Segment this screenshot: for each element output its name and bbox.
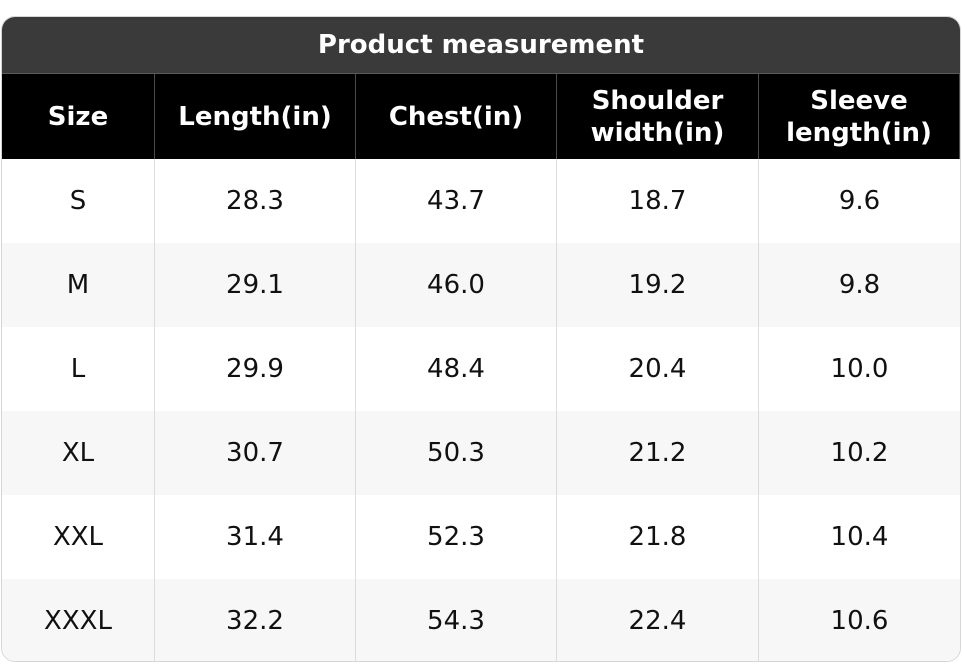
- column-header: Sleeve length(in): [759, 74, 960, 159]
- measurement-cell: 54.3: [356, 579, 557, 661]
- measurement-cell: 28.3: [155, 159, 356, 243]
- size-cell: XXXL: [2, 579, 155, 661]
- column-header: Length(in): [155, 74, 356, 159]
- measurement-cell: 22.4: [557, 579, 759, 661]
- column-header-line: width(in): [590, 117, 725, 148]
- measurement-cell: 19.2: [557, 243, 759, 327]
- measurement-cell: 29.1: [155, 243, 356, 327]
- size-cell: L: [2, 327, 155, 411]
- measurement-cell: 31.4: [155, 495, 356, 579]
- column-header-line: Chest(in): [388, 101, 524, 132]
- column-header-line: length(in): [786, 117, 932, 148]
- measurement-cell: 48.4: [356, 327, 557, 411]
- measurement-cell: 10.6: [759, 579, 960, 661]
- measurement-cell: 21.2: [557, 411, 759, 495]
- measurement-cell: 29.9: [155, 327, 356, 411]
- measurement-cell: 50.3: [356, 411, 557, 495]
- column-header-line: Length(in): [178, 101, 332, 132]
- column-header-line: Sleeve: [810, 85, 908, 116]
- measurement-cell: 46.0: [356, 243, 557, 327]
- column-header: Shoulder width(in): [557, 74, 759, 159]
- measurement-cell: 9.6: [759, 159, 960, 243]
- size-cell: XXL: [2, 495, 155, 579]
- size-cell: XL: [2, 411, 155, 495]
- measurement-table: Product measurement Size Length(in) Chest(…: [1, 16, 961, 662]
- measurement-cell: 30.7: [155, 411, 356, 495]
- measurement-cell: 32.2: [155, 579, 356, 661]
- measurement-cell: 10.0: [759, 327, 960, 411]
- measurement-cell: 10.2: [759, 411, 960, 495]
- measurement-cell: 9.8: [759, 243, 960, 327]
- measurement-cell: 43.7: [356, 159, 557, 243]
- table-grid: Size Length(in) Chest(in) Shoulder width(in)…: [2, 74, 960, 661]
- measurement-cell: 18.7: [557, 159, 759, 243]
- measurement-cell: 20.4: [557, 327, 759, 411]
- size-cell: S: [2, 159, 155, 243]
- table-title: Product measurement: [2, 17, 960, 74]
- column-header-line: Shoulder: [591, 85, 724, 116]
- measurement-cell: 21.8: [557, 495, 759, 579]
- column-header: Chest(in): [356, 74, 557, 159]
- column-header: Size: [2, 74, 155, 159]
- measurement-cell: 10.4: [759, 495, 960, 579]
- measurement-cell: 52.3: [356, 495, 557, 579]
- size-cell: M: [2, 243, 155, 327]
- column-header-line: Size: [47, 101, 109, 132]
